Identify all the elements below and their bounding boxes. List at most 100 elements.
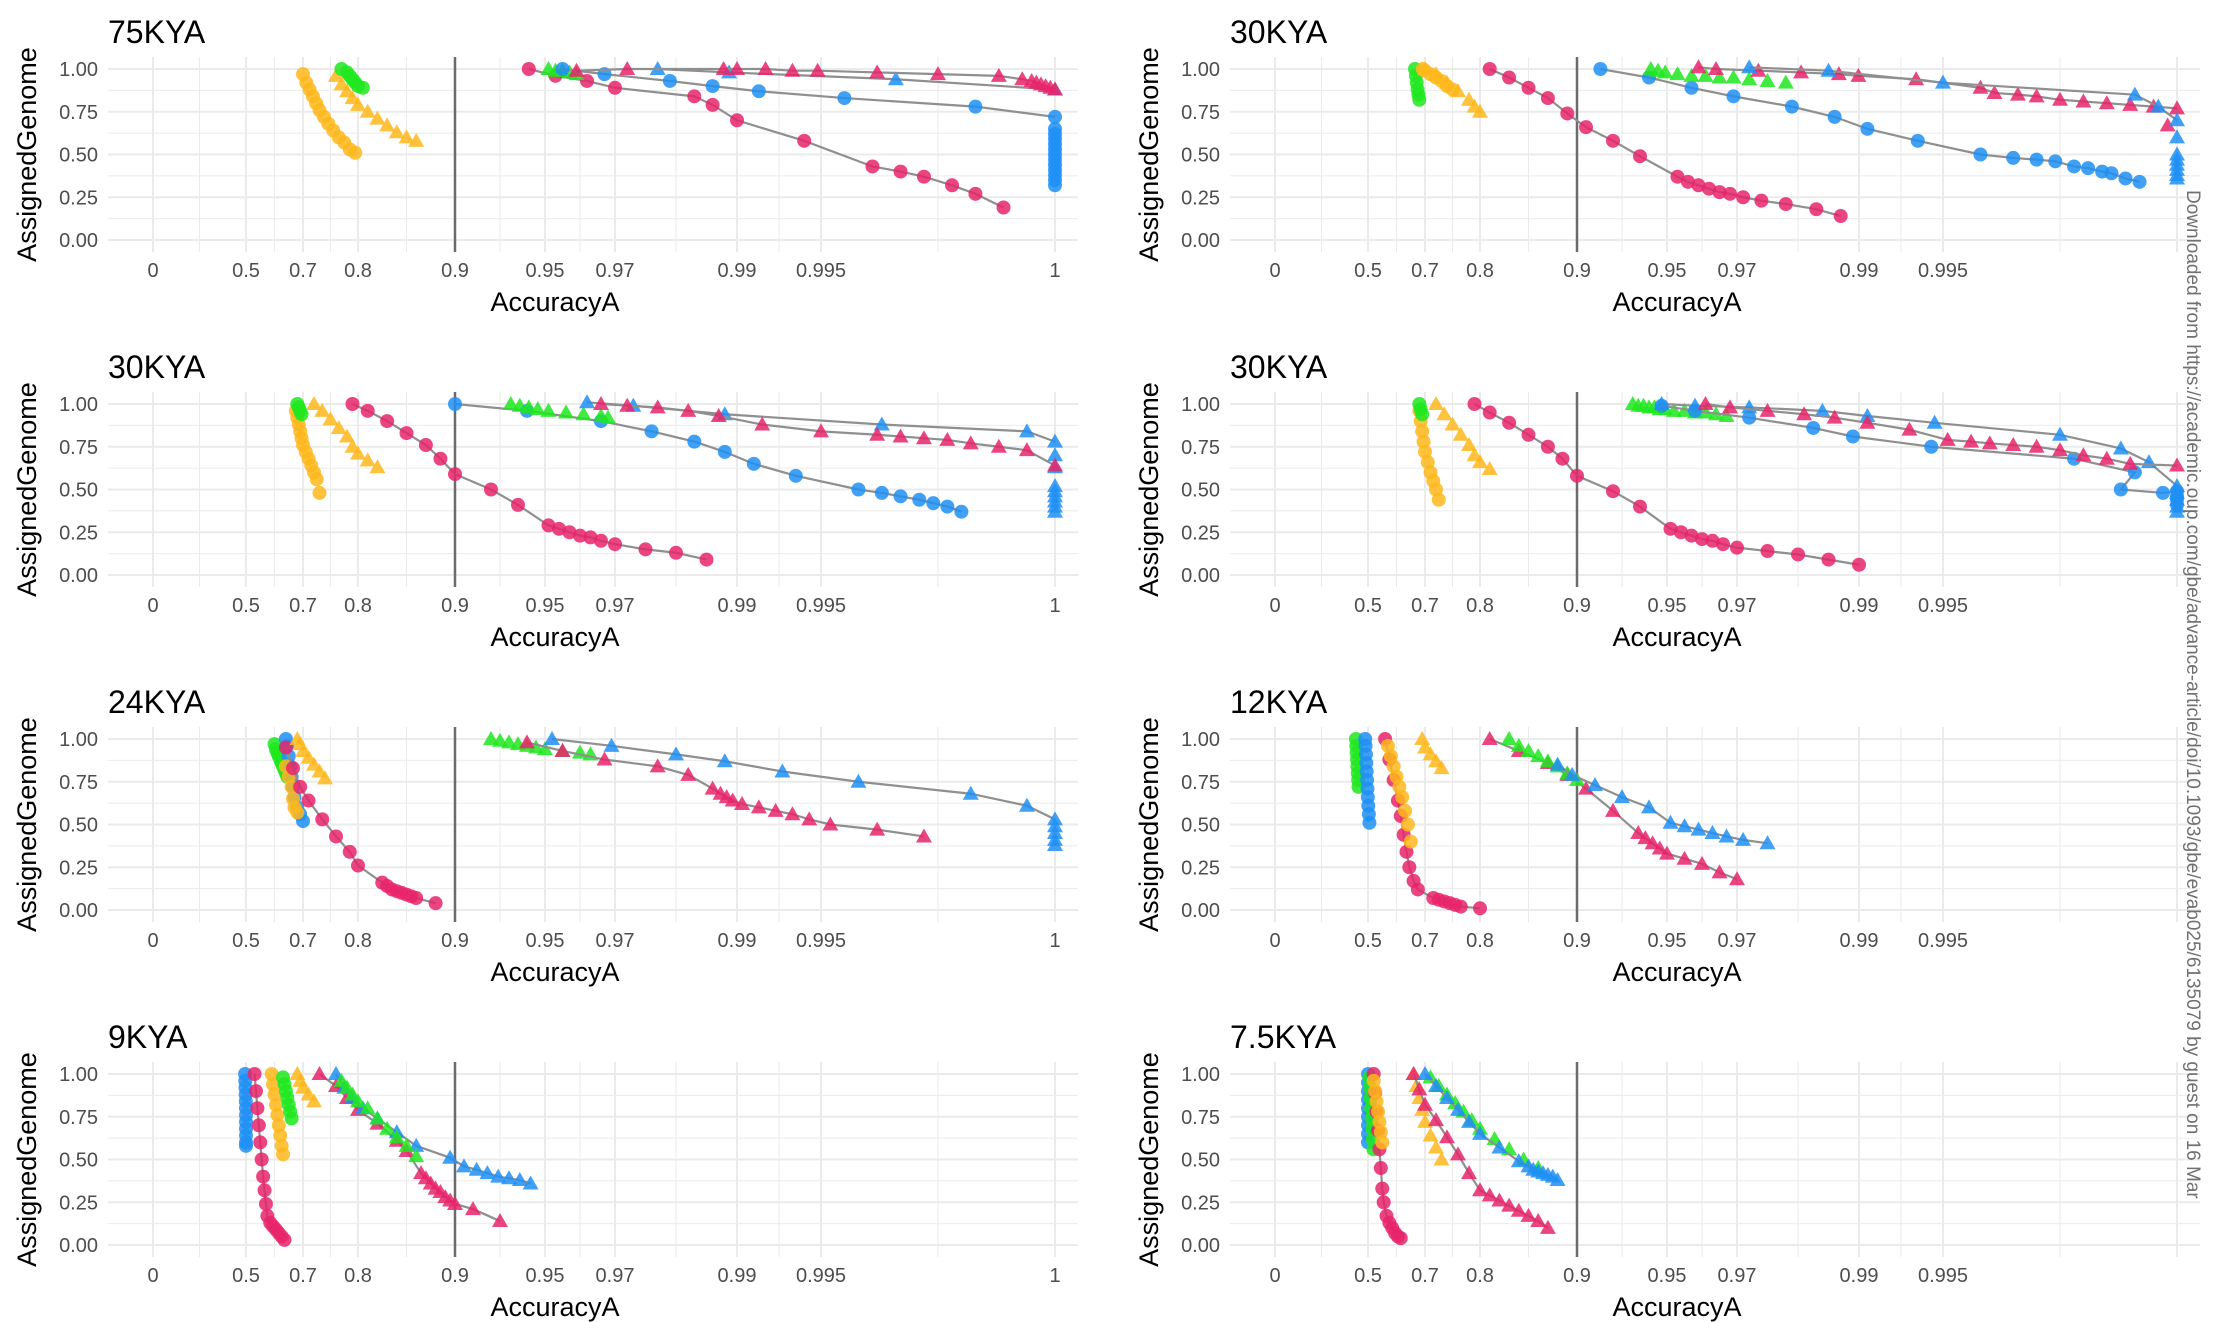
data-point [1726, 89, 1741, 104]
data-point [1549, 756, 1566, 771]
data-point [680, 402, 697, 417]
data-point [619, 397, 636, 412]
data-point [1670, 169, 1685, 184]
x-tick-label: 0 [1269, 930, 1280, 952]
data-point [1047, 503, 1063, 518]
data-point [322, 411, 339, 426]
x-tick-label: 0.97 [596, 260, 635, 282]
data-point [1730, 540, 1744, 555]
data-point [294, 407, 309, 422]
data-point [1540, 91, 1555, 106]
data-point [893, 489, 908, 504]
y-tick-label: 0.25 [59, 187, 98, 209]
data-point [2028, 438, 2045, 453]
data-point [350, 445, 366, 460]
x-tick-label: 0.97 [1718, 595, 1757, 617]
data-point [916, 169, 931, 184]
data-point [926, 496, 941, 511]
data-point [267, 1087, 282, 1102]
x-axis-label: AccuracyA [490, 1292, 619, 1322]
x-tick-label: 0.95 [1648, 595, 1687, 617]
y-tick-label: 1.00 [1181, 729, 1220, 751]
data-point [1539, 753, 1556, 768]
series-orange-triangle [306, 396, 386, 474]
data-point [1666, 402, 1682, 417]
data-point [359, 103, 376, 118]
data-point [1048, 121, 1062, 136]
data-point [784, 62, 801, 77]
data-point [380, 414, 395, 429]
series-red-circle [1482, 62, 1848, 224]
data-point [1428, 396, 1444, 410]
data-point [638, 542, 653, 557]
data-point [1669, 66, 1686, 81]
data-point [2169, 170, 2185, 185]
series-red-circle [345, 397, 714, 567]
data-point [1683, 67, 1700, 82]
data-point [2006, 150, 2021, 165]
data-point [329, 829, 343, 844]
data-point [1972, 79, 1989, 94]
y-tick-label: 0.25 [1181, 1192, 1220, 1214]
x-tick-label: 1 [1049, 1265, 1060, 1287]
data-point [1641, 799, 1657, 814]
series-line [528, 67, 1005, 209]
x-tick-label: 0.8 [344, 930, 372, 952]
x-tick-label: 0.97 [596, 1265, 635, 1287]
data-point [1047, 457, 1063, 472]
series-line [562, 67, 1056, 118]
data-point [724, 792, 741, 807]
data-point [2150, 98, 2167, 113]
x-tick-label: 0.8 [344, 1265, 372, 1287]
data-point [608, 80, 622, 95]
data-point [1453, 899, 1468, 914]
data-point [1393, 1231, 1408, 1246]
x-tick-label: 0.95 [526, 1265, 565, 1287]
x-axis-label: AccuracyA [490, 957, 619, 987]
data-point [1472, 454, 1488, 469]
data-point [562, 525, 577, 540]
y-tick-label: 0.25 [59, 857, 98, 879]
data-point [1014, 71, 1031, 86]
data-point [746, 456, 761, 471]
data-point [915, 430, 932, 445]
data-point [1452, 426, 1469, 441]
y-tick-label: 0.25 [59, 522, 98, 544]
data-point [1540, 439, 1555, 454]
data-point [447, 1195, 463, 1210]
data-point [608, 537, 622, 552]
grid [1230, 727, 2200, 922]
data-point [750, 799, 767, 814]
data-point [1587, 777, 1603, 792]
data-point [1722, 399, 1738, 414]
data-point [286, 761, 301, 776]
y-tick-label: 0.25 [59, 1192, 98, 1214]
data-point [1723, 186, 1737, 201]
series-red-triangle [568, 61, 1063, 96]
data-point [1520, 742, 1537, 757]
data-point [317, 770, 333, 785]
y-tick-label: 1.00 [1181, 59, 1220, 81]
x-axis-label: AccuracyA [490, 622, 619, 652]
data-point [2098, 95, 2115, 110]
data-point [501, 1170, 517, 1185]
data-point [1827, 109, 1842, 124]
data-point [1369, 1094, 1384, 1109]
x-tick-label: 0.995 [1918, 930, 1968, 952]
data-point [1684, 80, 1699, 95]
data-point [314, 402, 331, 417]
chart-panel-3: 30KYA 0.00 0.25 0.50 0.75 1.00 0 0.5 0.7 0.8 0.9 0.… [12, 349, 1078, 652]
y-tick-label: 0.50 [59, 145, 98, 167]
chart-title: 24KYA [108, 684, 206, 720]
data-point [448, 467, 462, 482]
y-tick-label: 0.25 [1181, 187, 1220, 209]
data-point [1398, 803, 1413, 818]
series-orange-triangle [328, 67, 425, 147]
data-point [784, 806, 801, 821]
data-point [705, 97, 720, 112]
data-point [1416, 434, 1431, 449]
data-point [1606, 484, 1620, 499]
data-point [1428, 1139, 1444, 1154]
data-point [1606, 133, 1620, 148]
data-point [1729, 871, 1745, 886]
